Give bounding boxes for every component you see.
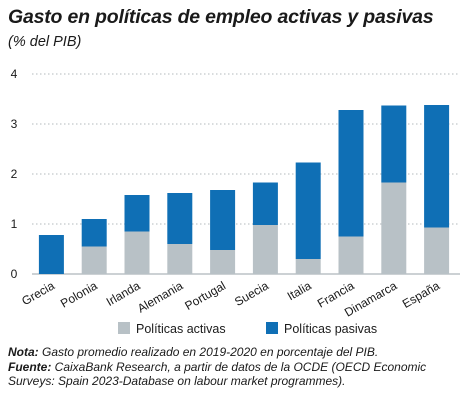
y-axis-ticks: 0 1 2 3 4: [11, 67, 18, 281]
nota-label: Nota:: [8, 345, 39, 359]
y-tick-label: 0: [11, 267, 18, 281]
fuente-line: Fuente: CaixaBank Research, a partir de …: [8, 360, 468, 389]
y-tick-label: 2: [11, 167, 18, 181]
fuente-text: CaixaBank Research, a partir de datos de…: [8, 359, 427, 389]
category-label: Suecia: [232, 278, 271, 309]
nota-text: Gasto promedio realizado en 2019-2020 en…: [38, 345, 379, 359]
fuente-label: Fuente:: [8, 359, 52, 374]
bar-pasivas: [338, 110, 364, 237]
stacked-bar-chart: 0 1 2 3 4 Grecia Polonia IrlandaAlemaniaPortug…: [11, 67, 460, 336]
bar-pasivas: [424, 105, 450, 228]
bar-activas: [124, 231, 150, 274]
legend-activas-label: Políticas activas: [136, 322, 226, 336]
bar-activas: [210, 250, 236, 274]
bar-pasivas: [81, 219, 107, 247]
bar-pasivas: [167, 193, 193, 244]
category-label: Polonia: [58, 278, 100, 310]
legend-pasivas-label: Políticas pasivas: [284, 322, 377, 336]
bar-activas: [381, 182, 407, 274]
category-label: Alemania: [135, 278, 186, 315]
bar-activas: [424, 227, 450, 274]
bar-pasivas: [252, 182, 278, 225]
bar-pasivas: [295, 162, 321, 259]
category-label: Portugal: [182, 278, 228, 312]
legend-activas-swatch: [118, 322, 130, 334]
category-label: Italia: [285, 278, 314, 303]
bar-pasivas: [210, 190, 236, 250]
y-tick-label: 4: [11, 67, 18, 81]
bar-activas: [81, 246, 107, 274]
legend: Políticas activas Políticas pasivas: [118, 322, 377, 336]
nota-line: Nota: Gasto promedio realizado en 2019-2…: [8, 345, 468, 360]
chart-subtitle: (% del PIB): [8, 34, 82, 50]
chart-title: Gasto en políticas de empleo activas y p…: [8, 6, 434, 28]
legend-pasivas-swatch: [266, 322, 278, 334]
bar-activas: [167, 244, 193, 274]
bar-pasivas: [381, 105, 407, 183]
bars: [38, 105, 450, 274]
y-tick-label: 3: [11, 117, 18, 131]
bar-activas: [338, 236, 364, 274]
category-label: España: [400, 278, 443, 311]
category-label: Grecia: [19, 278, 57, 308]
chart-notes: Nota: Gasto promedio realizado en 2019-2…: [8, 345, 468, 389]
bar-activas: [252, 225, 278, 274]
bar-pasivas: [38, 235, 64, 274]
y-tick-label: 1: [11, 217, 18, 231]
bar-pasivas: [124, 195, 150, 232]
bar-activas: [295, 259, 321, 274]
